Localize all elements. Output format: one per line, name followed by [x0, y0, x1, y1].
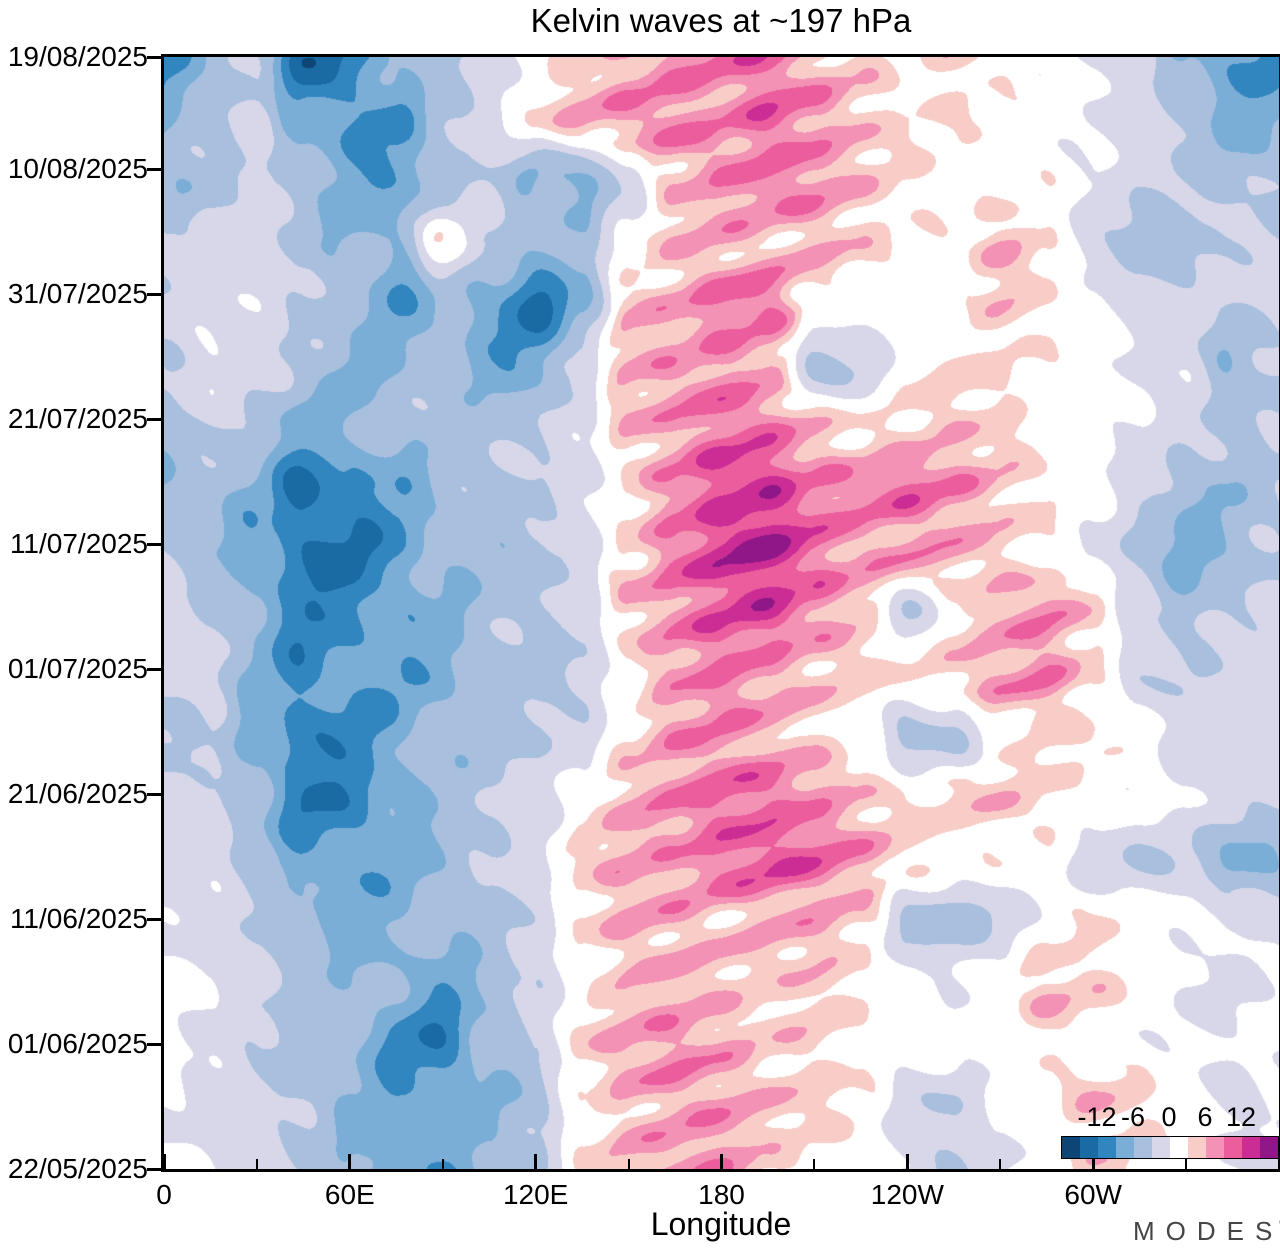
y-tick-label: 10/08/2025: [7, 153, 148, 185]
colorbar-segment: [1188, 1137, 1206, 1158]
colorbar-segment: [1134, 1137, 1152, 1158]
y-tick-label: 11/06/2025: [9, 903, 148, 935]
y-tick-mark: [147, 167, 162, 171]
x-minor-tick-mark: [627, 1159, 630, 1169]
x-minor-tick-mark: [1185, 1159, 1188, 1169]
x-tick-mark: [1091, 1154, 1095, 1169]
colorbar-tick-label: 0: [1161, 1102, 1177, 1132]
y-tick-mark: [147, 667, 162, 671]
x-axis-title: Longitude: [650, 1206, 792, 1242]
y-tick-mark: [147, 1042, 162, 1046]
colorbar-segment: [1080, 1137, 1098, 1158]
y-tick-label: 19/08/2025: [7, 41, 148, 72]
x-tick-label: 180: [698, 1179, 745, 1210]
y-tick-label: 22/05/2025: [7, 1153, 148, 1184]
colorbar-tick-label: 6: [1197, 1102, 1213, 1132]
y-tick-label: 21/06/2025: [7, 778, 148, 810]
colorbar-segment: [1206, 1137, 1224, 1158]
colorbar-tick-label: -6: [1120, 1102, 1146, 1132]
x-tick-label: 0: [156, 1179, 172, 1210]
colorbar-segment: [1242, 1137, 1260, 1158]
colorbar-segment: [1116, 1137, 1134, 1158]
colorbar-segment: [1260, 1137, 1278, 1158]
x-tick-mark: [720, 1154, 723, 1169]
x-tick-mark: [348, 1154, 352, 1169]
x-minor-tick-mark: [255, 1159, 258, 1169]
colorbar-segment: [1170, 1137, 1188, 1158]
y-tick-label: 11/07/2025: [9, 528, 148, 560]
y-tick-label: 01/06/2025: [7, 1028, 148, 1060]
x-tick-label: 120W: [870, 1179, 944, 1210]
colorbar-tick-label: -12: [1077, 1102, 1117, 1132]
x-minor-tick-mark: [813, 1159, 816, 1169]
modes-logo-text: MODES: [1133, 1216, 1280, 1246]
y-tick-mark: [147, 917, 162, 921]
y-tick-mark: [147, 792, 162, 796]
x-tick-label: 60W: [1064, 1179, 1122, 1210]
x-tick-mark: [1277, 1154, 1280, 1169]
y-tick-mark: [147, 1167, 162, 1171]
y-tick-mark: [147, 542, 162, 546]
contour-plot-canvas: [164, 57, 1279, 1169]
colorbar-tick-label: 12: [1225, 1102, 1257, 1132]
y-tick-mark: [147, 55, 162, 59]
x-minor-tick-mark: [999, 1159, 1002, 1169]
x-tick-mark: [905, 1154, 909, 1169]
colorbar-segment: [1098, 1137, 1116, 1158]
chart-title: Kelvin waves at ~197 hPa: [530, 2, 912, 39]
colorbar-segment: [1224, 1137, 1242, 1158]
x-tick-label: 120E: [502, 1179, 569, 1210]
y-tick-label: 01/07/2025: [7, 653, 148, 685]
colorbar: [1061, 1136, 1279, 1159]
x-tick-label: 60E: [324, 1179, 375, 1210]
y-tick-label: 21/07/2025: [7, 403, 148, 435]
x-minor-tick-mark: [441, 1159, 444, 1169]
colorbar-segment: [1152, 1137, 1170, 1158]
y-tick-mark: [147, 417, 162, 421]
x-tick-mark: [534, 1154, 538, 1169]
y-tick-mark: [147, 292, 162, 296]
colorbar-segment: [1062, 1137, 1080, 1158]
x-tick-mark: [162, 1154, 166, 1169]
y-tick-label: 31/07/2025: [7, 278, 148, 310]
modes-logo: MODES®: [1133, 1216, 1280, 1247]
